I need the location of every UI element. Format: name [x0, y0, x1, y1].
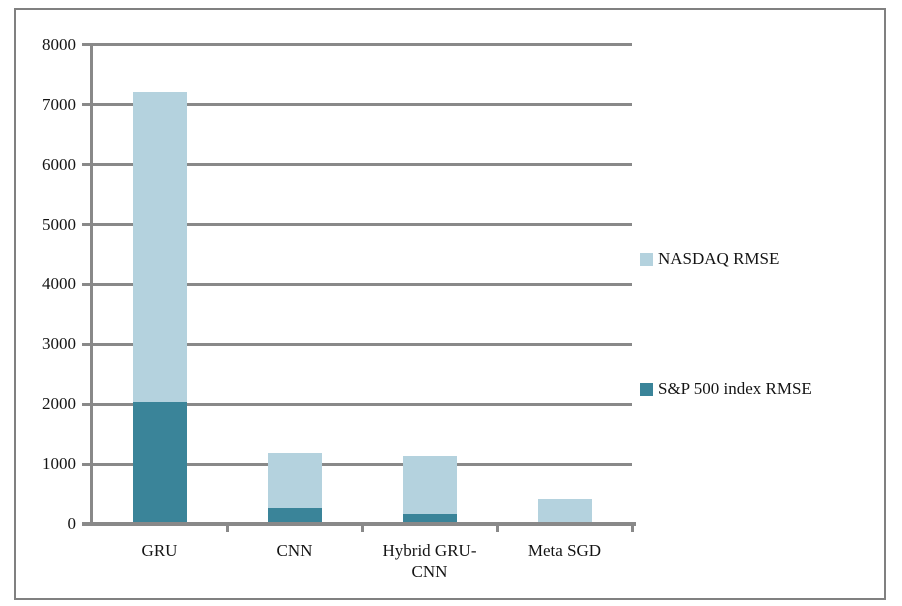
y-axis-tick-label: 6000 [42, 154, 76, 174]
x-axis-category-label: GRU [141, 541, 178, 560]
y-axis-tick-label: 8000 [42, 34, 76, 54]
x-axis-line [82, 522, 636, 526]
y-axis-tick-label: 7000 [42, 94, 76, 114]
bar-segment-gru-1 [132, 92, 187, 402]
y-axis-tick-label: 0 [67, 514, 77, 533]
x-axis-tick [495, 526, 499, 532]
bar-segment-cnn-1 [267, 453, 322, 508]
bar-segment-cnn-0 [267, 508, 322, 522]
legend-item-sp500-rmse: S&P 500 index RMSE [640, 379, 812, 399]
gridline-2000 [82, 402, 632, 406]
x-axis-tick [630, 526, 634, 532]
gridline-1000 [82, 462, 632, 466]
legend-item-nasdaq-rmse: NASDAQ RMSE [640, 249, 779, 269]
legend-label-nasdaq: NASDAQ RMSE [658, 249, 780, 268]
legend-swatch-sp500-icon [640, 382, 653, 396]
bar-segment-hybrid-gru--cnn-1 [402, 456, 457, 514]
y-axis-tick-label: 1000 [42, 454, 76, 474]
legend-swatch-nasdaq-icon [640, 252, 653, 266]
y-axis-tick-label: 2000 [42, 394, 76, 414]
y-axis-tick-label: 5000 [42, 214, 76, 234]
gridline-7000 [82, 103, 632, 107]
bar-segment-meta-sgd-1 [537, 499, 592, 522]
x-axis-tick [225, 526, 229, 532]
y-axis-tick-label: 3000 [42, 334, 76, 354]
gridline-6000 [82, 163, 632, 167]
x-axis-tick [360, 526, 364, 532]
x-axis-category-label: CNN [276, 541, 313, 560]
x-axis-category-label: Meta SGD [527, 541, 602, 560]
gridline-5000 [82, 223, 632, 226]
gridline-3000 [82, 342, 632, 346]
chart-frame: 0 1000 2000 3000 4000 5000 6000 7000 8000 GRU CNN H… [14, 8, 886, 600]
y-axis-tick-label: 4000 [42, 274, 76, 294]
bar-segment-hybrid-gru--cnn-0 [402, 514, 457, 522]
legend-label-sp500: S&P 500 index RMSE [658, 379, 812, 398]
x-axis-category-label: Hybrid GRU- CNN [382, 541, 477, 581]
gridline-4000 [82, 282, 632, 286]
gridline-8000 [82, 43, 632, 47]
bar-segment-gru-0 [132, 402, 187, 522]
y-axis-line [90, 43, 93, 527]
